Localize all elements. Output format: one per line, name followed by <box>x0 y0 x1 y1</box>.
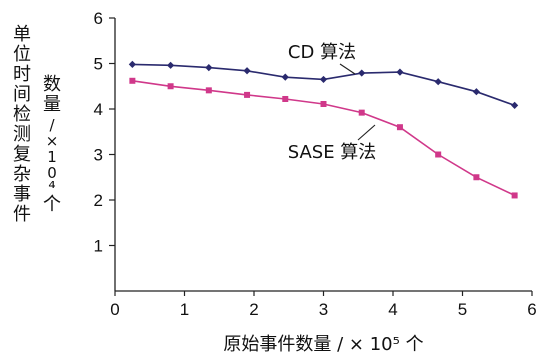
series-2 <box>129 77 518 199</box>
data-point <box>167 83 174 90</box>
series-1 <box>128 60 519 109</box>
data-point <box>244 91 251 98</box>
x-tick-label: 1 <box>180 300 189 319</box>
annotation-leader <box>339 63 356 75</box>
data-point <box>319 75 328 84</box>
y-axis-title: 单位时间检测复杂事件数量/× 1 0 ⁴ 个 <box>13 24 61 225</box>
data-point <box>205 63 213 72</box>
data-point <box>511 192 518 199</box>
y-tick-label: 6 <box>94 9 103 28</box>
data-point <box>243 67 251 75</box>
annotation-leader <box>357 124 376 141</box>
data-point <box>205 87 212 94</box>
data-point <box>282 95 289 102</box>
data-point <box>358 109 365 116</box>
x-tick-label: 0 <box>110 300 119 319</box>
x-axis-title: 原始事件数量 / × 10⁵ 个 <box>223 334 423 355</box>
series-annotation-label: SASE 算法 <box>288 142 377 163</box>
data-point <box>472 88 480 96</box>
data-point <box>358 69 366 77</box>
y-tick-label: 1 <box>94 237 103 256</box>
x-tick-label: 5 <box>458 300 467 319</box>
data-point <box>129 77 136 84</box>
data-point <box>434 78 442 86</box>
data-point <box>167 61 175 69</box>
data-point <box>473 174 480 181</box>
y-tick-label: 4 <box>94 100 103 119</box>
data-point <box>396 68 404 76</box>
y-tick-label: 2 <box>94 191 103 210</box>
data-point <box>320 100 327 107</box>
data-point <box>128 60 136 69</box>
series-line <box>132 63 515 107</box>
data-point <box>396 124 403 131</box>
x-tick-label: 3 <box>319 300 328 319</box>
x-tick-label: 6 <box>527 300 536 319</box>
y-tick-label: 5 <box>94 55 103 74</box>
series-annotation-label: CD 算法 <box>288 42 356 63</box>
x-tick-label: 4 <box>388 300 397 319</box>
data-point <box>281 73 289 81</box>
x-tick-label: 2 <box>249 300 258 319</box>
data-point <box>435 151 442 158</box>
series-line <box>132 80 515 197</box>
data-point <box>511 101 519 109</box>
y-tick-label: 3 <box>94 146 103 165</box>
